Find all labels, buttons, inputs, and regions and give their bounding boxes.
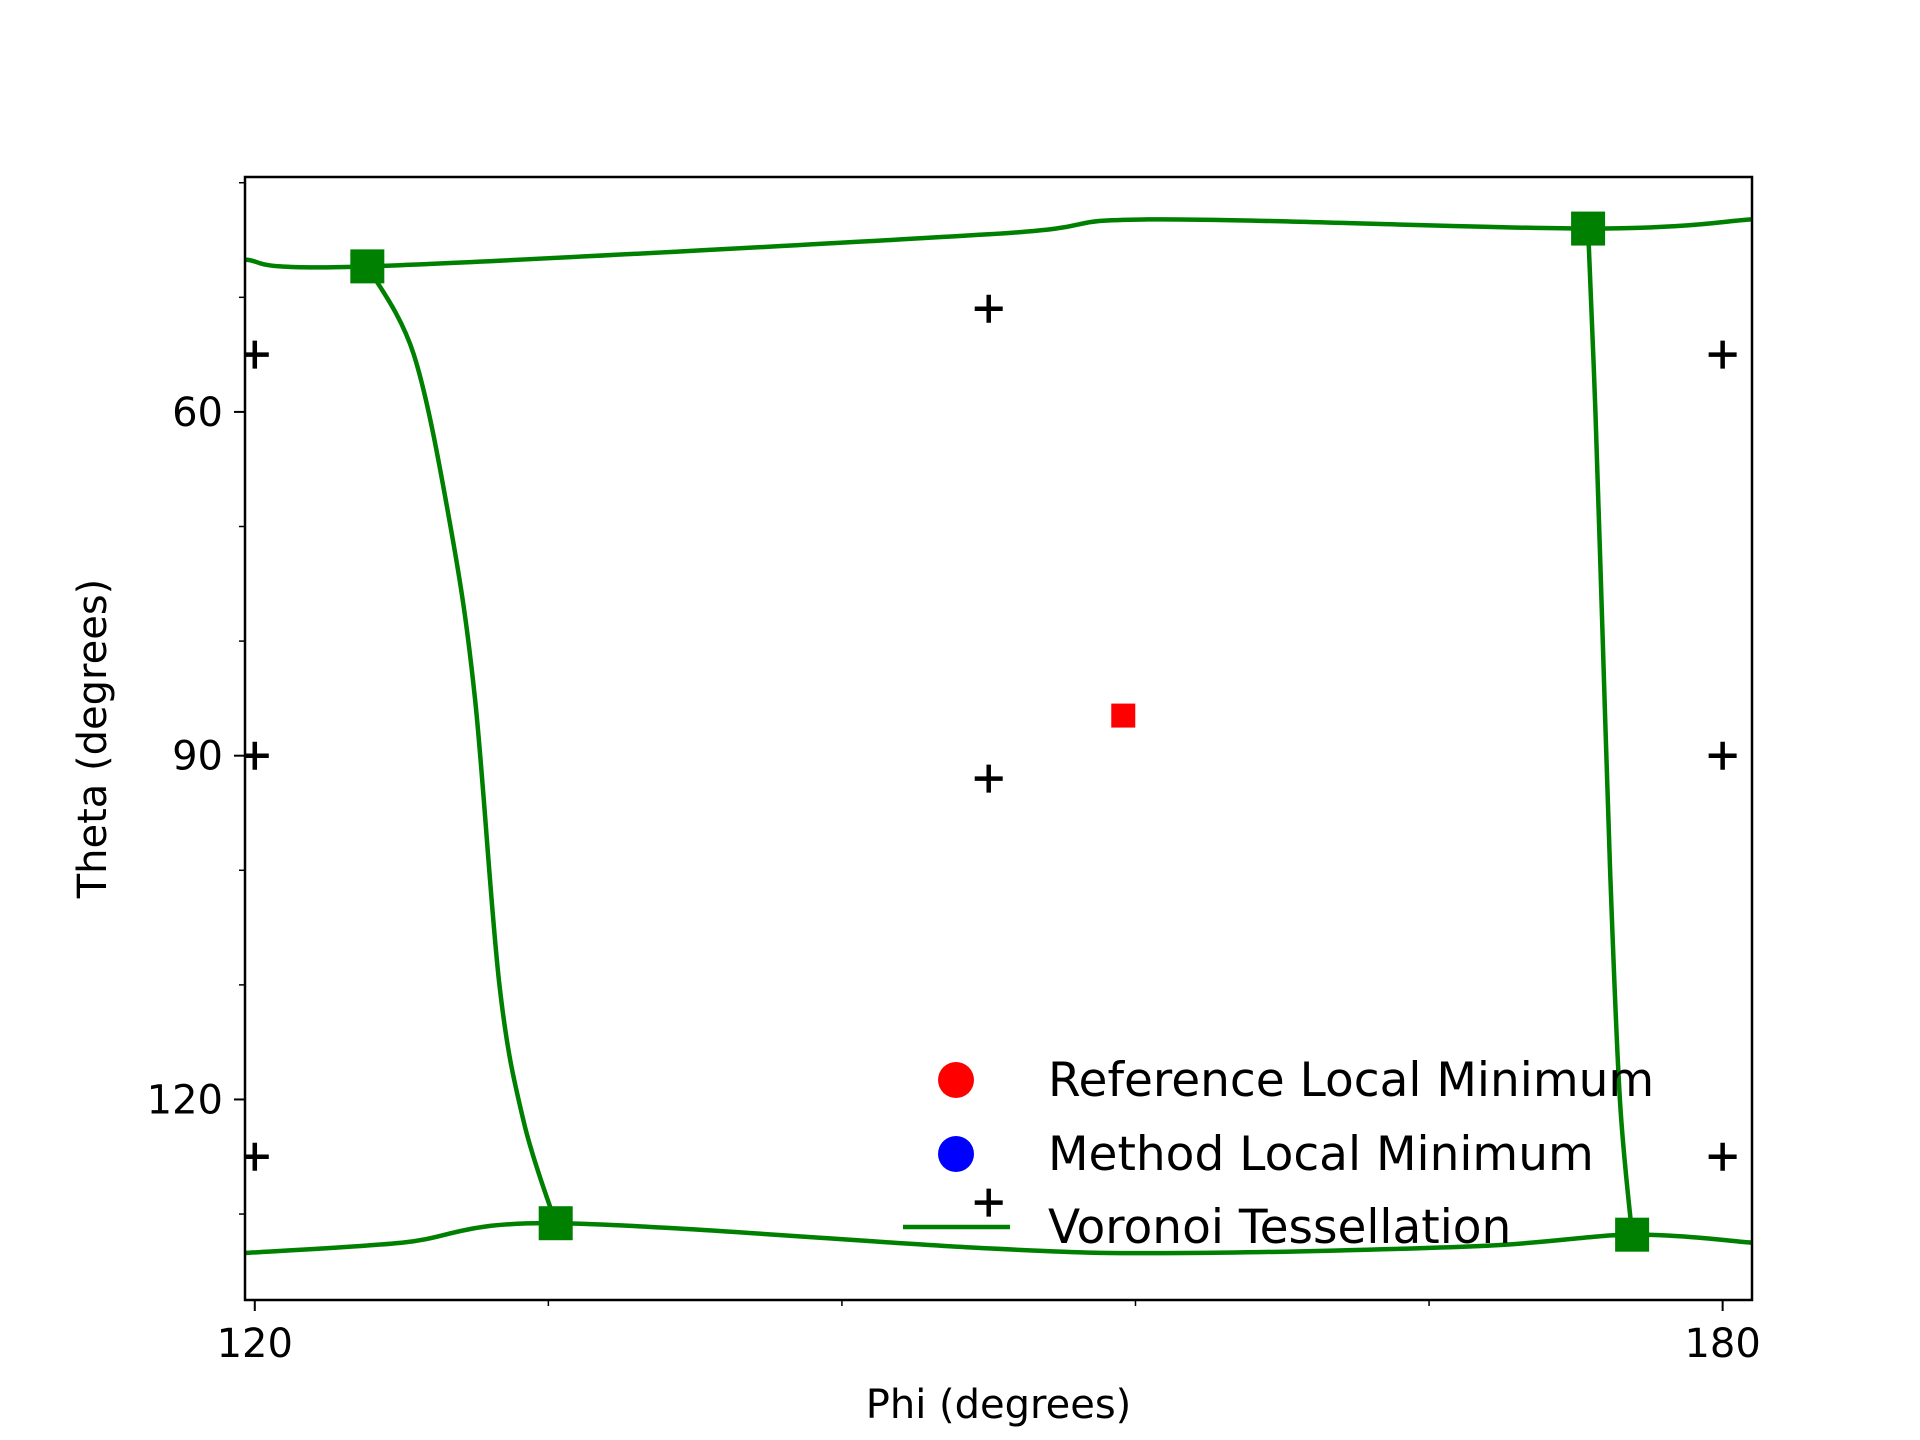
legend-handles <box>903 1062 1010 1230</box>
voronoi-vertices-marker-2 <box>1571 211 1606 246</box>
voronoi-vertices-marker-3 <box>1615 1217 1650 1252</box>
y-axis-title: Theta (degrees) <box>70 579 116 900</box>
y-tick-label-2: 120 <box>147 1077 223 1123</box>
legend-handle-0 <box>938 1062 974 1098</box>
legend: Reference Local Minimum Method Local Min… <box>903 1053 1654 1255</box>
plot-frame <box>243 175 1754 1302</box>
y-tick-label-1: 90 <box>172 734 223 780</box>
reference-minimum-marker-0 <box>1111 703 1136 728</box>
sample-points-marker-3 <box>974 294 1003 323</box>
legend-handle-1 <box>938 1136 974 1172</box>
x-axis-title: Phi (degrees) <box>866 1382 1132 1428</box>
legend-label-method-minimum: Method Local Minimum <box>1048 1127 1594 1182</box>
legend-label-reference-minimum: Reference Local Minimum <box>1048 1053 1654 1108</box>
data-marks <box>245 211 1737 1252</box>
voronoi-edge-1 <box>245 1220 1752 1256</box>
voronoi-vertices-marker-1 <box>538 1206 573 1241</box>
x-tick-label-0: 120 <box>217 1321 293 1367</box>
x-tick-label-1: 180 <box>1684 1321 1760 1367</box>
sample-points-marker-6 <box>1708 340 1737 369</box>
voronoi-edge-3 <box>1585 228 1635 1235</box>
sample-points-marker-8 <box>1708 1142 1737 1171</box>
y-tick-label-0: 60 <box>172 390 223 436</box>
voronoi-vertices-marker-0 <box>350 249 385 284</box>
voronoi-edge-2 <box>365 265 558 1224</box>
plot-area <box>245 211 1752 1256</box>
legend-label-voronoi: Voronoi Tessellation <box>1048 1200 1511 1255</box>
sample-points-marker-4 <box>974 764 1003 793</box>
axis-ticks: 120 180 60 90 120 <box>147 181 1761 1367</box>
sample-points-marker-5 <box>974 1188 1003 1217</box>
sample-points-marker-7 <box>1708 741 1737 770</box>
